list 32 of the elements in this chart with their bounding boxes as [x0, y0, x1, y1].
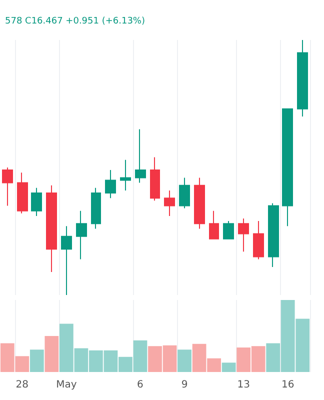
bar — [178, 350, 192, 372]
x-tick-label: 9 — [181, 380, 188, 390]
candlestick — [135, 128, 146, 184]
candlestick — [31, 187, 42, 216]
x-tick-label: 13 — [237, 380, 250, 390]
candlestick — [282, 108, 293, 227]
bar — [30, 350, 44, 372]
candlestick — [120, 159, 131, 191]
bar — [44, 336, 59, 372]
candlestick — [61, 226, 72, 296]
candlestick — [91, 187, 101, 230]
candlestick — [150, 156, 160, 202]
candlestick — [209, 210, 219, 240]
x-tick-label: May — [56, 380, 77, 390]
candlestick — [253, 220, 264, 260]
candlestick — [179, 177, 190, 209]
x-tick-label: 16 — [281, 380, 294, 390]
bar — [222, 362, 236, 372]
candlestick — [2, 167, 13, 206]
candlestick — [194, 177, 205, 230]
candlestick — [297, 40, 308, 117]
candlestick — [105, 170, 116, 199]
candlestick — [223, 220, 234, 240]
x-tick-label: 6 — [137, 380, 144, 390]
candlestick — [17, 172, 28, 214]
candlestick — [76, 210, 87, 260]
candlestick — [238, 218, 249, 252]
candlestick — [268, 202, 279, 268]
chart-title: 578 C16.467 +0.951 (+6.13%) — [5, 16, 145, 26]
candlestick — [46, 184, 57, 273]
x-tick-label: 28 — [16, 380, 29, 390]
candlestick — [164, 190, 175, 216]
